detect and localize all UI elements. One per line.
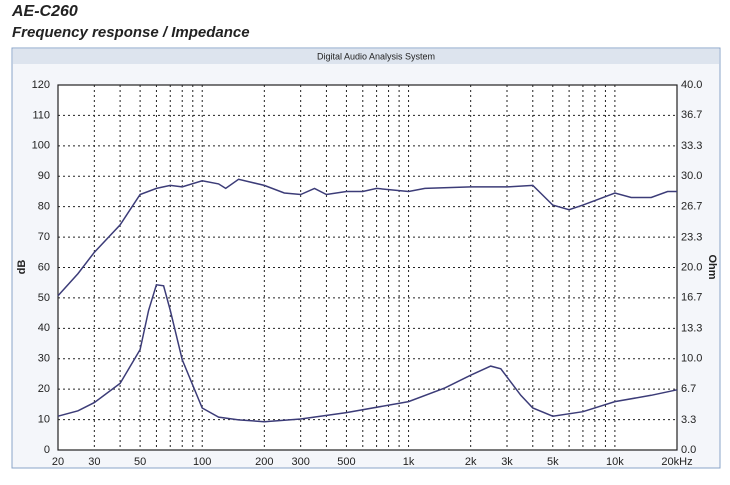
x-tick-label: 20kHz — [661, 456, 692, 468]
y2-tick-label: 30.0 — [681, 170, 702, 182]
y2-tick-label: 33.3 — [681, 140, 702, 152]
y-tick-label: 100 — [32, 140, 50, 152]
y2-tick-label: 0.0 — [681, 444, 696, 456]
y2-tick-label: 10.0 — [681, 353, 702, 365]
x-tick-label: 5k — [547, 456, 559, 468]
window-header — [13, 49, 719, 64]
x-tick-label: 3k — [501, 456, 513, 468]
y-axis-label: dB — [16, 260, 28, 275]
x-tick-label: 2k — [465, 456, 477, 468]
y-tick-label: 110 — [32, 109, 50, 121]
plot-border — [57, 84, 678, 451]
x-tick-label: 20 — [52, 456, 64, 468]
y-tick-label: 0 — [44, 444, 50, 456]
y-tick-label: 90 — [38, 170, 50, 182]
x-tick-label: 300 — [291, 456, 309, 468]
y-tick-label: 30 — [38, 353, 50, 365]
y-tick-label: 120 — [32, 79, 50, 91]
y-tick-label: 50 — [38, 292, 50, 304]
x-tick-label: 200 — [255, 456, 273, 468]
x-tick-label: 10k — [606, 456, 624, 468]
y-tick-label: 70 — [38, 231, 50, 243]
x-tick-label: 500 — [337, 456, 355, 468]
y2-tick-label: 20.0 — [681, 261, 702, 273]
y2-tick-label: 23.3 — [681, 231, 702, 243]
chart-title: AE-C260 — [11, 3, 78, 20]
x-tick-label: 100 — [193, 456, 211, 468]
y2-axis-label: Ohm — [706, 254, 718, 279]
y-tick-label: 40 — [38, 322, 50, 334]
chart-subtitle: Frequency response / Impedance — [12, 24, 250, 41]
x-tick-label: 50 — [134, 456, 146, 468]
y-tick-label: 60 — [38, 261, 50, 273]
x-tick-label: 1k — [403, 456, 415, 468]
y2-tick-label: 3.3 — [681, 414, 696, 426]
y-tick-label: 20 — [38, 383, 50, 395]
y2-tick-label: 6.7 — [681, 383, 696, 395]
y-tick-label: 10 — [38, 413, 50, 425]
window-title: Digital Audio Analysis System — [317, 51, 435, 61]
series-line — [57, 283, 678, 423]
x-tick-label: 30 — [88, 456, 100, 468]
series-line — [57, 178, 677, 297]
y2-tick-label: 16.7 — [681, 292, 702, 304]
y2-tick-label: 13.3 — [681, 323, 702, 335]
y2-tick-label: 36.7 — [681, 109, 702, 121]
y2-tick-label: 40.0 — [681, 79, 702, 91]
y-tick-label: 80 — [38, 201, 50, 213]
y2-tick-label: 26.7 — [681, 200, 702, 212]
